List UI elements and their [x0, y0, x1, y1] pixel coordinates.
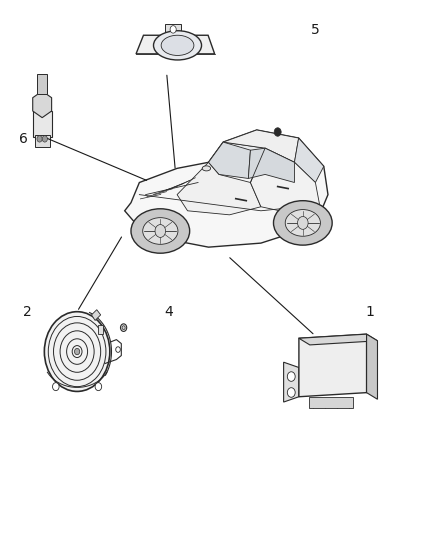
Circle shape	[116, 347, 120, 352]
Circle shape	[44, 312, 110, 391]
Ellipse shape	[285, 209, 321, 236]
FancyBboxPatch shape	[32, 111, 52, 138]
Polygon shape	[284, 362, 299, 402]
Circle shape	[122, 326, 125, 329]
Circle shape	[120, 324, 127, 332]
Polygon shape	[299, 334, 378, 345]
Circle shape	[155, 224, 166, 237]
Polygon shape	[223, 130, 299, 163]
FancyBboxPatch shape	[309, 397, 353, 408]
Polygon shape	[33, 91, 52, 118]
Text: 6: 6	[19, 132, 28, 146]
Circle shape	[170, 26, 176, 33]
Circle shape	[42, 136, 47, 142]
FancyBboxPatch shape	[165, 23, 181, 35]
Text: 4: 4	[164, 305, 173, 319]
Polygon shape	[125, 130, 328, 247]
Polygon shape	[136, 35, 215, 54]
Ellipse shape	[131, 209, 190, 253]
Polygon shape	[177, 163, 261, 215]
Ellipse shape	[161, 35, 194, 55]
Ellipse shape	[273, 201, 332, 245]
Circle shape	[297, 216, 308, 229]
Polygon shape	[208, 142, 251, 179]
FancyBboxPatch shape	[37, 74, 47, 94]
FancyBboxPatch shape	[98, 325, 103, 334]
Polygon shape	[294, 138, 324, 182]
Polygon shape	[299, 334, 367, 397]
Text: 5: 5	[311, 23, 319, 37]
Polygon shape	[367, 334, 378, 399]
Circle shape	[274, 128, 281, 136]
Circle shape	[287, 372, 295, 381]
Polygon shape	[92, 310, 101, 320]
Polygon shape	[248, 148, 294, 182]
Ellipse shape	[143, 217, 178, 244]
Ellipse shape	[153, 31, 201, 60]
FancyBboxPatch shape	[35, 135, 49, 147]
Ellipse shape	[202, 166, 211, 171]
Text: 2: 2	[23, 305, 32, 319]
Text: 1: 1	[365, 305, 374, 319]
Circle shape	[37, 136, 42, 142]
Circle shape	[287, 387, 295, 397]
Circle shape	[53, 383, 59, 391]
Circle shape	[95, 383, 102, 391]
Polygon shape	[251, 148, 320, 215]
Polygon shape	[208, 142, 265, 174]
Circle shape	[74, 349, 80, 355]
